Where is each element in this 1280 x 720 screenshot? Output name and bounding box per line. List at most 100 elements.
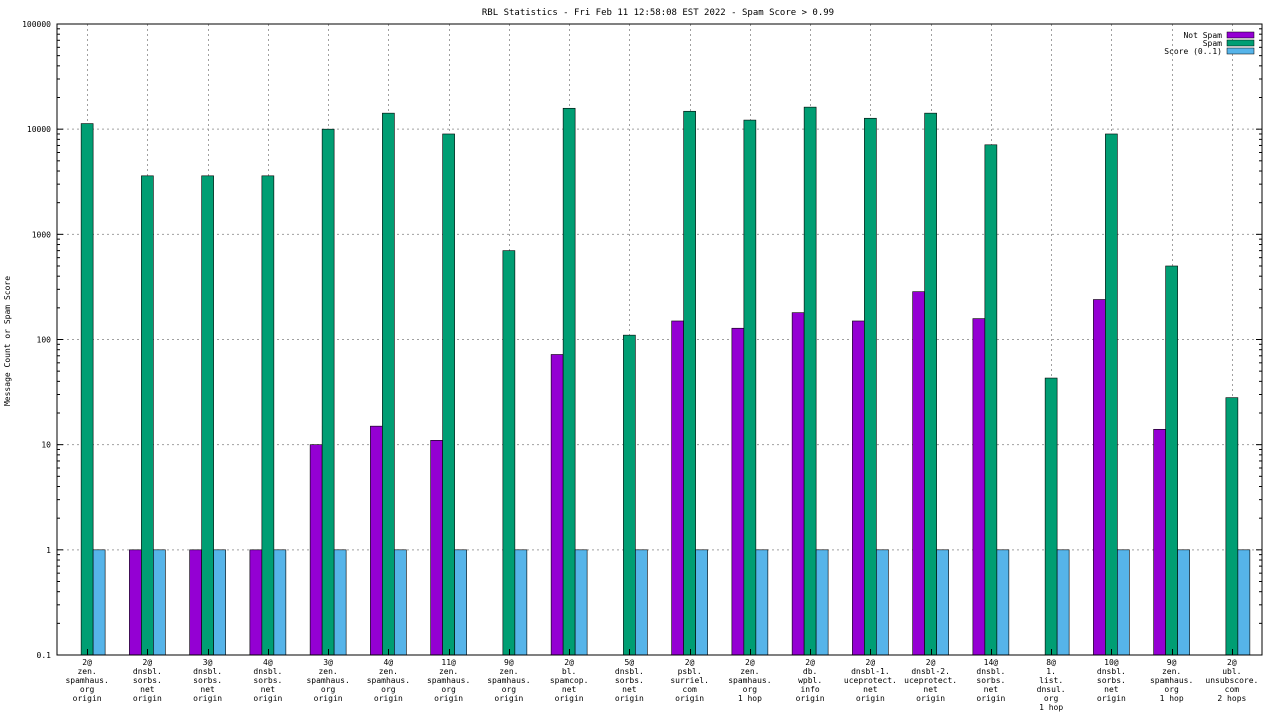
legend-swatch <box>1226 47 1255 55</box>
x-category-line: 2@ <box>564 658 574 667</box>
y-tick-label: 10000 <box>27 125 51 134</box>
x-category-line: spamhaus. <box>728 676 771 685</box>
bar-score <box>815 549 829 656</box>
bar-spam <box>382 112 395 656</box>
x-category-line: zen. <box>1162 667 1181 676</box>
x-category-line: spamhaus. <box>487 676 530 685</box>
x-category-line: net <box>200 685 215 694</box>
x-category-line: 4@ <box>384 658 394 667</box>
x-category-line: spamhaus. <box>1150 676 1193 685</box>
x-category-line: spamhaus. <box>65 676 108 685</box>
legend-swatch <box>1226 31 1255 39</box>
x-category-line: origin <box>494 694 523 703</box>
bar-spam <box>1165 265 1178 656</box>
x-category-line: origin <box>976 694 1005 703</box>
x-category-line: origin <box>615 694 644 703</box>
x-category-line: net <box>261 685 276 694</box>
x-category-line: 5@ <box>625 658 635 667</box>
bar-not-spam <box>671 320 684 656</box>
x-category-line: origin <box>675 694 704 703</box>
bar-score <box>996 549 1010 656</box>
x-category-label: 4@ dnsbl. sorbs. net origin <box>253 658 282 703</box>
x-category-line: zen. <box>439 667 458 676</box>
x-category-line: origin <box>193 694 222 703</box>
x-category-line: dnsbl. <box>133 667 162 676</box>
x-category-label: 2@ dnsbl. sorbs. net origin <box>133 658 162 703</box>
x-category-line: net <box>1104 685 1119 694</box>
x-category-line: net <box>140 685 155 694</box>
x-category-line: info <box>800 685 819 694</box>
x-category-line: origin <box>73 694 102 703</box>
bar-score <box>454 549 467 656</box>
bar-spam <box>803 106 817 656</box>
x-category-label: 9@ zen. spamhaus. org 1 hop <box>1150 658 1193 703</box>
x-category-line: surriel. <box>670 676 709 685</box>
y-tick-label: 100000 <box>22 20 51 29</box>
bar-score <box>876 549 889 656</box>
x-category-line: zen. <box>77 667 96 676</box>
bar-score <box>394 549 407 656</box>
x-category-line: 2@ <box>745 658 755 667</box>
bar-spam <box>1225 397 1239 656</box>
bar-not-spam <box>189 549 202 656</box>
legend-label: Not Spam <box>1183 31 1222 40</box>
x-category-label: 5@ dnsbl. sorbs. net origin <box>615 658 644 703</box>
x-category-line: 9@ <box>1167 658 1177 667</box>
chart-title: RBL Statistics - Fri Feb 11 12:58:08 EST… <box>482 8 834 18</box>
x-category-line: com <box>1225 685 1240 694</box>
x-category-line: spamhaus. <box>306 676 349 685</box>
bar-score <box>273 549 287 656</box>
x-category-line: 2@ <box>82 658 92 667</box>
bar-not-spam <box>972 318 986 656</box>
y-tick-label: 0.1 <box>37 651 52 660</box>
x-category-line: 1 hop <box>738 694 762 703</box>
x-category-label: 11@ zen. spamhaus. org origin <box>427 658 470 703</box>
x-category-label: 2@ psbl. surriel. com origin <box>670 658 709 703</box>
x-category-line: org <box>743 685 758 694</box>
x-category-line: org <box>1044 694 1059 703</box>
x-category-line: 2@ <box>866 658 876 667</box>
bar-not-spam <box>912 291 925 656</box>
x-category-line: net <box>984 685 999 694</box>
bar-score <box>213 549 226 656</box>
x-category-line: org <box>321 685 336 694</box>
x-category-line: 2@ <box>926 658 936 667</box>
legend-label: Spam <box>1203 39 1222 48</box>
bar-spam <box>864 117 877 656</box>
bar-spam <box>743 119 757 656</box>
y-tick-label: 1 <box>46 546 51 555</box>
bar-spam <box>623 334 636 656</box>
x-category-line: 2@ <box>685 658 695 667</box>
bar-score <box>635 549 648 656</box>
x-category-line: net <box>863 685 878 694</box>
bar-spam <box>321 128 335 656</box>
bar-score <box>514 549 528 656</box>
bar-score <box>92 549 106 656</box>
y-tick-label: 1000 <box>32 230 51 239</box>
bar-not-spam <box>1153 428 1166 656</box>
x-category-line: dnsbl. <box>193 667 222 676</box>
x-category-line: 1 hop <box>1039 703 1063 712</box>
x-category-line: dnsbl-1. <box>851 667 890 676</box>
x-category-line: 14@ <box>984 658 999 667</box>
x-category-line: 3@ <box>203 658 213 667</box>
y-tick-label: 10 <box>41 441 51 450</box>
x-category-line: origin <box>1097 694 1126 703</box>
x-category-line: origin <box>916 694 945 703</box>
bar-not-spam <box>129 549 142 656</box>
y-axis-label: Message Count or Spam Score <box>3 276 12 406</box>
legend-label: Score (0..1) <box>1164 47 1222 56</box>
x-category-label: 3@ zen. spamhaus. org origin <box>306 658 349 703</box>
bar-spam <box>1044 377 1058 656</box>
x-category-line: org <box>381 685 396 694</box>
x-category-label: 9@ zen. spamhaus. org origin <box>487 658 530 703</box>
bar-not-spam <box>430 440 443 656</box>
x-category-line: bl. <box>562 667 576 676</box>
bar-not-spam <box>1093 299 1106 656</box>
x-category-line: zen. <box>499 667 518 676</box>
x-category-line: org <box>80 685 95 694</box>
x-category-line: origin <box>796 694 825 703</box>
x-category-line: sorbs. <box>253 676 282 685</box>
